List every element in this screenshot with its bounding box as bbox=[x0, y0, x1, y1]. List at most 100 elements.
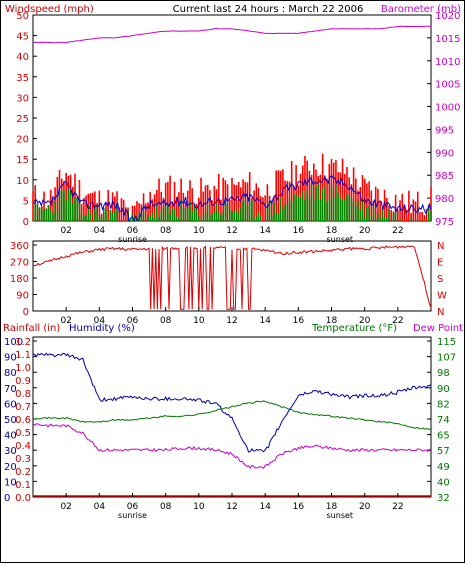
dir-xtick-label: 22 bbox=[392, 316, 403, 326]
hum-xtick-label: 20 bbox=[359, 502, 371, 512]
rain-ytick-label: 1.2 bbox=[15, 337, 31, 348]
wind-ytick-label: 0 bbox=[23, 217, 29, 228]
wind-xtick-label: 06 bbox=[127, 226, 139, 236]
wind-xtick-label: 20 bbox=[359, 226, 371, 236]
baro-ytick-label: 975 bbox=[435, 217, 454, 228]
dir-xtick-label: 06 bbox=[127, 316, 139, 326]
wind-xtick-label: 16 bbox=[293, 226, 305, 236]
dir-ytick-label: 180 bbox=[10, 274, 29, 285]
baro-ytick-label: 1010 bbox=[435, 57, 460, 68]
wind-direction-line bbox=[32, 245, 432, 310]
hum-xtick-label: 10 bbox=[193, 502, 205, 512]
baro-ytick-label: 1005 bbox=[435, 80, 460, 91]
wind-ytick-label: 10 bbox=[16, 176, 29, 187]
baro-ytick-label: 985 bbox=[435, 171, 454, 182]
dir-xtick-label: 10 bbox=[193, 316, 205, 326]
baro-ytick-label: 1000 bbox=[435, 103, 460, 114]
hum-xtick-label: 16 bbox=[293, 502, 305, 512]
dewpoint-line bbox=[32, 423, 432, 470]
hum-ytick-label: 50 bbox=[4, 415, 17, 426]
wind-xtick-label: 04 bbox=[94, 226, 106, 236]
wind-ytick-label: 25 bbox=[16, 114, 29, 125]
hum-sunset-label: sunset bbox=[327, 511, 354, 520]
hum-ytick-label: 70 bbox=[4, 384, 17, 395]
dir-compass-label: S bbox=[437, 274, 443, 285]
wind-xtick-label: 10 bbox=[193, 226, 205, 236]
rain-ytick-label: 0.8 bbox=[15, 389, 31, 400]
rain-ytick-label: 0.0 bbox=[15, 493, 31, 504]
dir-compass-label: W bbox=[437, 291, 447, 302]
baro-ytick-label: 980 bbox=[435, 194, 454, 205]
rainfall-axis-title: Rainfall (in) bbox=[3, 323, 60, 334]
dir-compass-label: N bbox=[437, 241, 444, 252]
humidity-axis-title: Humidity (%) bbox=[69, 323, 135, 334]
wind-ytick-label: 40 bbox=[16, 52, 29, 63]
temp-ytick-label: 49 bbox=[437, 462, 450, 473]
wind-ytick-label: 5 bbox=[23, 196, 29, 207]
barometer-line bbox=[32, 25, 431, 44]
wind-ytick-label: 20 bbox=[16, 135, 29, 146]
hum-ytick-label: 100 bbox=[4, 337, 23, 348]
wind-ytick-label: 50 bbox=[16, 11, 29, 22]
temp-ytick-label: 115 bbox=[437, 337, 456, 348]
wind-xtick-label: 02 bbox=[60, 226, 71, 236]
rain-ytick-label: 0.2 bbox=[15, 467, 31, 478]
baro-ytick-label: 995 bbox=[435, 125, 454, 136]
rain-ytick-label: 0.7 bbox=[15, 402, 31, 413]
hum-ytick-label: 90 bbox=[4, 353, 17, 364]
wind-xtick-label: 12 bbox=[226, 226, 237, 236]
temp-ytick-label: 40 bbox=[437, 477, 450, 488]
temp-ytick-label: 90 bbox=[437, 384, 450, 395]
chart-title: Current last 24 hours : March 22 2006 bbox=[173, 4, 364, 15]
wind-ytick-label: 45 bbox=[16, 32, 29, 43]
dir-compass-label: N bbox=[437, 307, 444, 318]
baro-ytick-label: 1015 bbox=[435, 34, 460, 45]
dir-ytick-label: 90 bbox=[16, 291, 29, 302]
rain-ytick-label: 1.0 bbox=[15, 363, 31, 374]
rain-ytick-label: 0.5 bbox=[15, 428, 31, 439]
wind-xtick-label: 22 bbox=[392, 226, 403, 236]
dir-xtick-label: 08 bbox=[160, 316, 172, 326]
temperature-axis-title: Temperature (°F) bbox=[311, 323, 397, 334]
windspeed-axis-title: Windspeed (mph) bbox=[5, 4, 94, 15]
rain-ytick-label: 0.1 bbox=[15, 480, 31, 491]
dir-ytick-label: 360 bbox=[10, 241, 29, 252]
dir-xtick-label: 14 bbox=[259, 316, 271, 326]
temp-ytick-label: 107 bbox=[437, 353, 456, 364]
barometer-axis-title: Barometer (mb) bbox=[381, 4, 461, 15]
hum-ytick-label: 30 bbox=[4, 446, 17, 457]
wind-ytick-label: 15 bbox=[16, 155, 29, 166]
hum-xtick-label: 06 bbox=[127, 502, 139, 512]
hum-sunrise-label: sunrise bbox=[118, 511, 147, 520]
wind-sunset-label: sunset bbox=[327, 235, 354, 244]
hum-xtick-label: 08 bbox=[160, 502, 172, 512]
rain-ytick-label: 0.3 bbox=[15, 454, 31, 465]
dir-xtick-label: 18 bbox=[326, 316, 338, 326]
rain-ytick-label: 0.4 bbox=[15, 441, 31, 452]
rain-ytick-label: 1.1 bbox=[15, 350, 31, 361]
rain-ytick-label: 0.9 bbox=[15, 376, 31, 387]
hum-xtick-label: 22 bbox=[392, 502, 403, 512]
dir-xtick-label: 20 bbox=[359, 316, 371, 326]
humidity-line bbox=[32, 352, 432, 453]
dir-xtick-label: 04 bbox=[94, 316, 106, 326]
temp-ytick-label: 32 bbox=[437, 493, 450, 504]
wind-ytick-label: 35 bbox=[16, 73, 29, 84]
wind-ytick-label: 30 bbox=[16, 93, 29, 104]
wind-xtick-label: 08 bbox=[160, 226, 172, 236]
hum-ytick-label: 10 bbox=[4, 477, 17, 488]
hum-ytick-label: 80 bbox=[4, 368, 17, 379]
hum-xtick-label: 12 bbox=[226, 502, 237, 512]
wind-xtick-label: 14 bbox=[259, 226, 271, 236]
temperature-line bbox=[33, 400, 432, 430]
hum-xtick-label: 02 bbox=[60, 502, 71, 512]
rain-ytick-label: 0.6 bbox=[15, 415, 31, 426]
hum-ytick-label: 40 bbox=[4, 431, 17, 442]
dir-xtick-label: 12 bbox=[226, 316, 237, 326]
dir-xtick-label: 02 bbox=[60, 316, 71, 326]
hum-ytick-label: 60 bbox=[4, 399, 17, 410]
baro-ytick-label: 1020 bbox=[435, 11, 460, 22]
hum-ytick-label: 0 bbox=[4, 493, 10, 504]
